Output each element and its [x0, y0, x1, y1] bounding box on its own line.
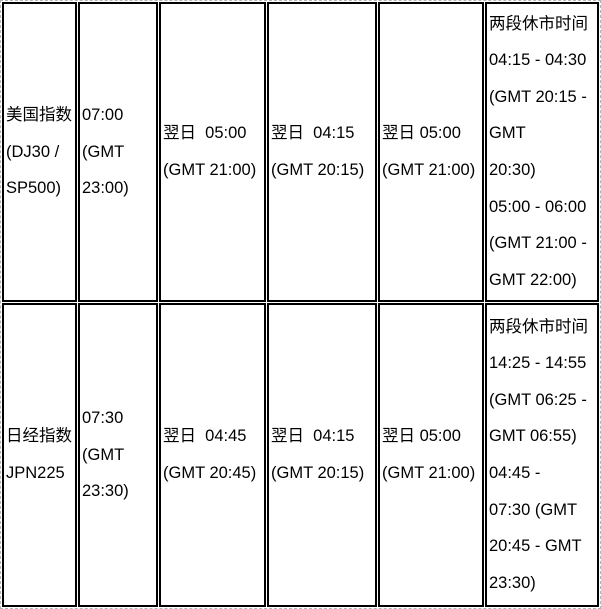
us-open-time-cell: 07:00 (GMT 23:00) [78, 2, 158, 302]
jpn-index-name-cell: 日经指数 JPN225 [2, 303, 77, 607]
table-row-nikkei-index: 日经指数 JPN225 07:30 (GMT 23:30) 翌日 04:45 (… [2, 303, 599, 607]
jpn-close-time-3-cell: 翌日 05:00 (GMT 21:00) [378, 303, 484, 607]
jpn-break-times-cell: 两段休市时间 14:25 - 14:55 (GMT 06:25 - GMT 06… [485, 303, 599, 607]
jpn-open-time-cell: 07:30 (GMT 23:30) [78, 303, 158, 607]
jpn-close-time-2-cell: 翌日 04:15 (GMT 20:15) [267, 303, 377, 607]
us-index-name-cell: 美国指数 (DJ30 / SP500) [2, 2, 77, 302]
jpn-close-time-1-cell: 翌日 04:45 (GMT 20:45) [159, 303, 266, 607]
us-close-time-3-cell: 翌日 05:00 (GMT 21:00) [378, 2, 484, 302]
us-close-time-1-cell: 翌日 05:00 (GMT 21:00) [159, 2, 266, 302]
table-row-us-indices: 美国指数 (DJ30 / SP500) 07:00 (GMT 23:00) 翌日… [2, 2, 599, 302]
us-break-times-cell: 两段休市时间 04:15 - 04:30 (GMT 20:15 - GMT 20… [485, 2, 599, 302]
us-close-time-2-cell: 翌日 04:15 (GMT 20:15) [267, 2, 377, 302]
